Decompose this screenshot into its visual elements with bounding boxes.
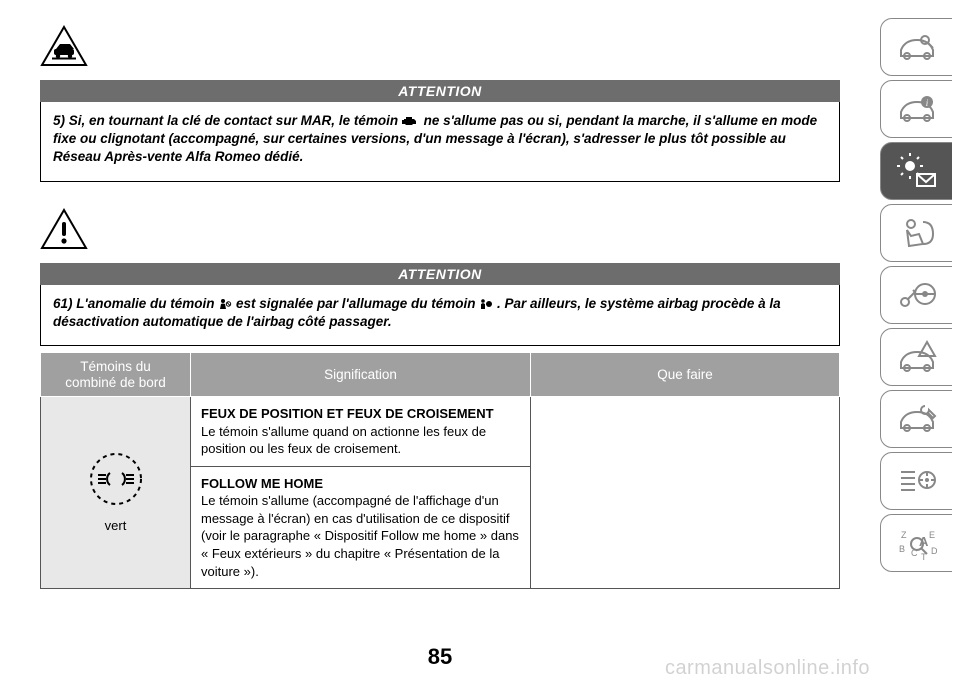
tab-hazard-car[interactable] [880, 328, 952, 386]
car-service-warning-icon [40, 25, 88, 69]
row2-body: Le témoin s'allume (accompagné de l'affi… [201, 492, 520, 580]
airbag-seat-icon [895, 214, 939, 252]
tab-index[interactable]: Z E B D C T A [880, 514, 952, 572]
table-header-col1: Témoins du combiné de bord [41, 353, 191, 397]
indicator-color-label: vert [45, 517, 186, 535]
warning-lights-icon [895, 152, 939, 190]
svg-text:B: B [899, 544, 905, 554]
row1-title: FEUX DE POSITION ET FEUX DE CROISEMENT [201, 405, 520, 423]
car-maintenance-icon [895, 400, 939, 438]
col1-line1: Témoins du [80, 359, 151, 374]
table-header-col2: Signification [191, 353, 531, 397]
attention-label-2: ATTENTION [398, 266, 482, 282]
svg-text:A: A [919, 534, 929, 549]
attention-label-1: ATTENTION [398, 83, 482, 99]
attention-box-1: 5) Si, en tournant la clé de contact sur… [40, 102, 840, 182]
tab-car-maintenance[interactable] [880, 390, 952, 448]
chapter-tabs-sidebar: i [880, 18, 952, 572]
col1-line2: combiné de bord [65, 375, 166, 390]
attention-bar-1: ATTENTION [40, 80, 840, 102]
svg-text:Z: Z [901, 530, 907, 540]
attention2-text-before: L'anomalie du témoin [73, 296, 219, 311]
svg-text:E: E [929, 530, 935, 540]
car-repair-icon [895, 28, 939, 66]
attention1-text-before: Si, en tournant la clé de contact sur MA… [65, 113, 402, 128]
indicator-icon-cell: vert [41, 397, 191, 589]
row1-body: Le témoin s'allume quand on actionne les… [201, 423, 520, 458]
tab-warning-lights[interactable] [880, 142, 952, 200]
engine-icon [402, 114, 420, 126]
manual-page: ATTENTION 5) Si, en tournant la clé de c… [40, 25, 840, 589]
table-cell-quefaire [531, 397, 840, 589]
table-cell-row2-signification: FOLLOW ME HOME Le témoin s'allume (accom… [191, 466, 531, 588]
tab-car-info[interactable]: i [880, 80, 952, 138]
hazard-car-icon [895, 338, 939, 376]
tab-specs-list[interactable] [880, 452, 952, 510]
watermark-text: carmanualsonline.info [665, 657, 870, 680]
table-cell-row1-signification: FEUX DE POSITION ET FEUX DE CROISEMENT L… [191, 397, 531, 467]
car-info-icon: i [895, 90, 939, 128]
table-header-col3: Que faire [531, 353, 840, 397]
row2-title: FOLLOW ME HOME [201, 475, 520, 493]
tab-airbag-seat[interactable] [880, 204, 952, 262]
tab-key-steering[interactable] [880, 266, 952, 324]
attention1-number: 5) [53, 113, 65, 128]
svg-text:D: D [931, 546, 938, 556]
sidelights-indicator-icon [88, 451, 144, 507]
key-steering-icon [895, 276, 939, 314]
attention-bar-2: ATTENTION [40, 263, 840, 285]
index-icon: Z E B D C T A [895, 524, 939, 562]
attention-box-2: 61) L'anomalie du témoin est signalée pa… [40, 285, 840, 346]
specs-list-icon [895, 462, 939, 500]
tab-car-repair[interactable] [880, 18, 952, 76]
attention2-number: 61) [53, 296, 73, 311]
indicators-table: Témoins du combiné de bord Signification… [40, 352, 840, 589]
passenger-airbag-off-icon [218, 297, 232, 309]
airbag-warning-icon [479, 297, 493, 309]
general-warning-icon [40, 208, 88, 252]
attention2-text-mid: est signalée par l'allumage du témoin [232, 296, 479, 311]
